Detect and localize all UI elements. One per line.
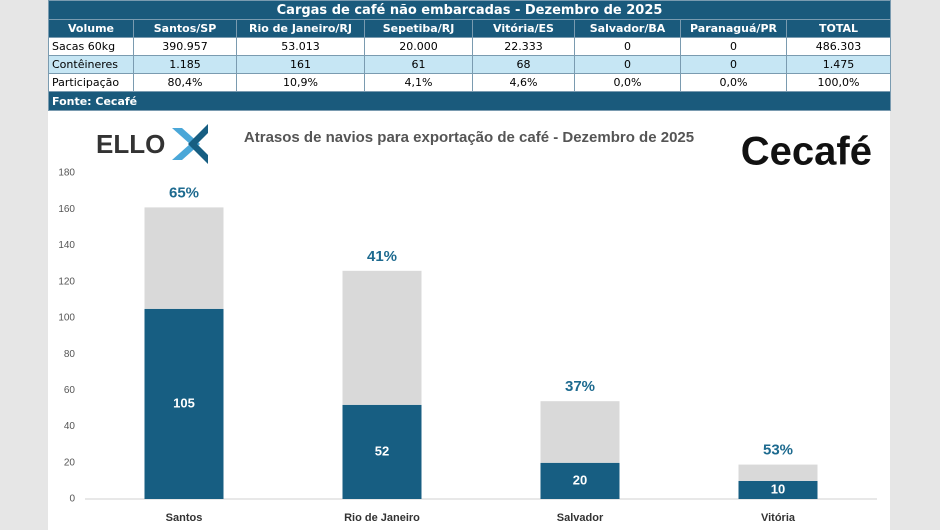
cell: 0 <box>574 55 681 74</box>
y-tick-label: 80 <box>64 349 76 360</box>
bar-segment <box>144 308 224 499</box>
cell: 0,0% <box>680 73 787 92</box>
percent-label: 41% <box>367 248 397 265</box>
logo-cecafe: Cecafé <box>741 130 872 174</box>
table-footer: Fonte: Cecafé <box>47 91 892 111</box>
logo-arrow <box>188 124 208 164</box>
percent-label: 65% <box>169 184 199 201</box>
header-row: Volume Santos/SP Rio de Janeiro/RJ Sepetiba… <box>48 19 892 38</box>
header-cell: Salvador/BA <box>574 19 681 38</box>
cell: 1.475 <box>785 55 892 74</box>
data-label: 20 <box>573 472 587 487</box>
data-row: Contêineres 1.185 161 61 68 0 0 1.475 <box>48 55 892 74</box>
data-label: 52 <box>375 443 389 458</box>
y-tick-label: 180 <box>58 168 75 179</box>
percent-label: 37% <box>565 378 595 395</box>
cell: 161 <box>236 55 365 74</box>
cell: Contêineres <box>48 55 134 74</box>
x-tick-label: Vitória <box>761 512 796 524</box>
y-tick-label: 60 <box>64 385 76 396</box>
bar-segment <box>342 270 422 405</box>
header-cell: Sepetiba/RJ <box>364 19 473 38</box>
header-cell: Volume <box>48 19 134 38</box>
cell: Sacas 60kg <box>48 37 134 56</box>
bar-segment <box>144 207 224 309</box>
bar-segment <box>540 462 620 499</box>
x-tick-label: Salvador <box>557 512 604 524</box>
bar-segment <box>540 401 620 463</box>
header-cell: Paranaguá/PR <box>680 19 787 38</box>
y-tick-label: 40 <box>64 421 76 432</box>
bar-segment <box>738 480 818 499</box>
cell: 22.333 <box>472 37 575 56</box>
y-tick-label: 120 <box>58 276 75 287</box>
footer-row: Fonte: Cecafé <box>47 91 892 111</box>
data-label: 105 <box>173 395 195 410</box>
x-tick-label: Rio de Janeiro <box>344 512 420 524</box>
y-tick-label: 100 <box>58 313 75 324</box>
x-tick-label: Santos <box>166 512 203 524</box>
header-cell: Vitória/ES <box>472 19 575 38</box>
y-tick-label: 140 <box>58 240 75 251</box>
bar-segment <box>342 404 422 499</box>
summary-table: Cargas de café não embarcadas - Dezembro… <box>47 0 892 111</box>
y-tick-label: 0 <box>69 494 75 505</box>
chart-title: Atrasos de navios para exportação de caf… <box>244 129 694 146</box>
logo-ello: ELLO <box>96 129 165 159</box>
cell: 61 <box>364 55 473 74</box>
data-label: 10 <box>771 481 785 496</box>
y-tick-label: 20 <box>64 457 76 468</box>
y-tick-label: 160 <box>58 204 75 215</box>
bar-segment <box>738 464 818 481</box>
percent-label: 53% <box>763 442 793 459</box>
